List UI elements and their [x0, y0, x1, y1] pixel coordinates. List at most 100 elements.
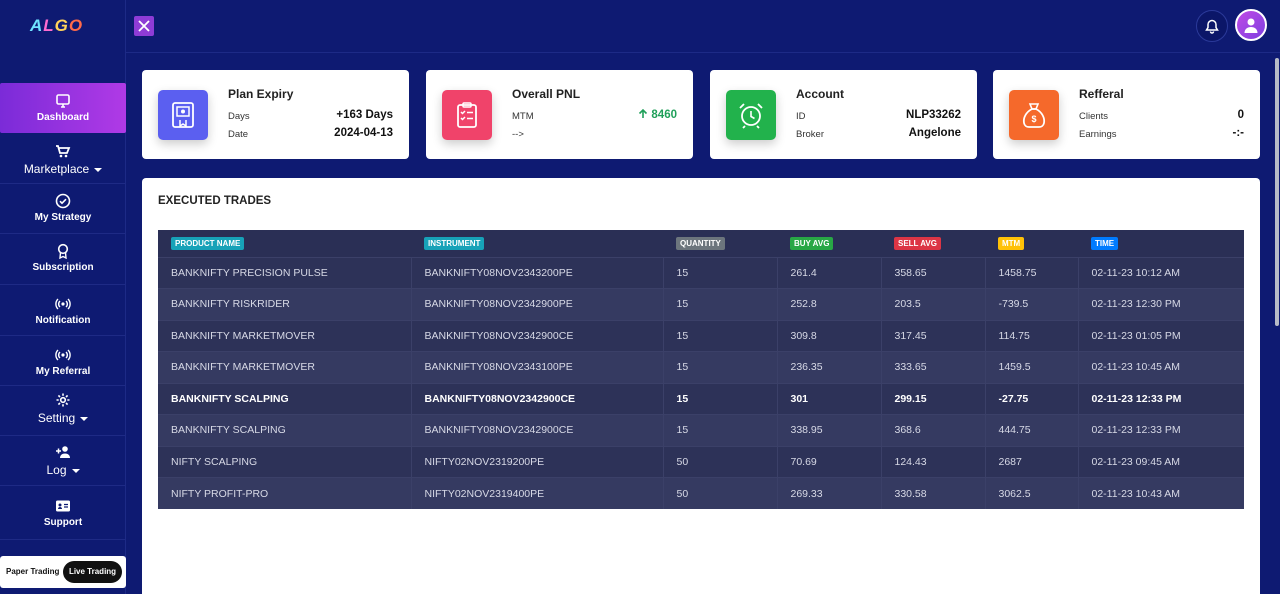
cell-instrument: BANKNIFTY08NOV2343100PE: [411, 351, 664, 383]
sidebar-item-support[interactable]: Support: [0, 490, 126, 540]
sidebar-item-label: Subscription: [32, 262, 94, 273]
cell-mtm: -27.75: [985, 382, 1079, 415]
col-quantity[interactable]: QUANTITY: [663, 230, 777, 257]
col-instrument[interactable]: INSTRUMENT: [411, 230, 663, 257]
sidebar-item-subscription[interactable]: Subscription: [0, 234, 126, 285]
header-divider: [126, 52, 1280, 53]
col-product-name[interactable]: PRODUCT NAME: [158, 230, 411, 257]
account-icon-box: [726, 90, 776, 140]
plan-expiry-card: Plan Expiry Days +163 Days Date 2024-04-13: [142, 70, 409, 159]
cell-mtm: -739.5: [985, 288, 1079, 320]
mtm-label: MTM: [512, 111, 534, 122]
cell-buy-avg: 309.8: [777, 319, 882, 352]
cell-instrument: NIFTY02NOV2319400PE: [411, 477, 664, 509]
clients-value: 0: [1237, 109, 1244, 121]
cell-quantity: 50: [663, 445, 778, 478]
paper-trading-option[interactable]: Paper Trading: [6, 567, 60, 576]
plan-icon-box: [158, 90, 208, 140]
trading-mode-toggle[interactable]: Paper Trading Live Trading: [0, 556, 126, 588]
notification-bell-button[interactable]: [1196, 10, 1228, 42]
close-sidebar-button[interactable]: [134, 16, 154, 36]
user-avatar[interactable]: [1235, 9, 1267, 41]
cell-time: 02-11-23 10:45 AM: [1078, 351, 1244, 383]
table-header-row: PRODUCT NAME INSTRUMENT QUANTITY BUY AVG…: [158, 230, 1244, 257]
cell-instrument: BANKNIFTY08NOV2343200PE: [411, 256, 664, 289]
chevron-down-icon: [80, 416, 89, 421]
sidebar-item-dashboard[interactable]: Dashboard: [0, 83, 126, 133]
cell-time: 02-11-23 01:05 PM: [1078, 319, 1244, 352]
sidebar-item-log[interactable]: Log: [0, 436, 126, 486]
table-row[interactable]: NIFTY PROFIT-PRO NIFTY02NOV2319400PE 50 269…: [158, 477, 1244, 509]
card-title: Plan Expiry: [228, 87, 294, 101]
user-plus-icon: [56, 446, 70, 458]
check-circle-icon: [55, 193, 71, 209]
sidebar-item-label: Notification: [35, 315, 91, 326]
date-label: Date: [228, 129, 249, 140]
sidebar-item-my-referral[interactable]: My Referral: [0, 336, 126, 386]
executed-trades-table: PRODUCT NAME INSTRUMENT QUANTITY BUY AVG…: [158, 230, 1244, 509]
mtm-value: 8460: [638, 108, 677, 121]
user-icon: [1244, 18, 1258, 33]
sidebar-item-notification[interactable]: Notification: [0, 285, 126, 336]
cell-buy-avg: 269.33: [777, 477, 882, 509]
cell-time: 02-11-23 10:43 AM: [1078, 477, 1244, 509]
gear-icon: [56, 393, 70, 407]
page-scrollbar[interactable]: [1275, 58, 1279, 326]
table-row[interactable]: BANKNIFTY RISKRIDER BANKNIFTY08NOV2342900…: [158, 288, 1244, 320]
clients-label: Clients: [1079, 111, 1109, 122]
sidebar-item-setting[interactable]: Setting: [0, 386, 126, 436]
sidebar-item-my-strategy[interactable]: My Strategy: [0, 184, 126, 234]
table-row[interactable]: BANKNIFTY MARKETMOVER BANKNIFTY08NOV23429…: [158, 319, 1244, 352]
cell-buy-avg: 261.4: [777, 256, 882, 289]
cell-product-name: NIFTY PROFIT-PRO: [158, 477, 412, 509]
sidebar-item-label: My Referral: [35, 366, 91, 377]
table-row[interactable]: BANKNIFTY SCALPING BANKNIFTY08NOV2342900C…: [158, 382, 1244, 415]
id-value: NLP33262: [906, 109, 961, 121]
table-row[interactable]: BANKNIFTY SCALPING BANKNIFTY08NOV2342900C…: [158, 414, 1244, 446]
days-label: Days: [228, 111, 250, 122]
earnings-value: -:-: [1232, 127, 1245, 139]
cart-icon: [56, 145, 71, 158]
sidebar-item-label: My Strategy: [34, 212, 92, 223]
sidebar-item-label: Dashboard: [36, 112, 90, 123]
cell-instrument: BANKNIFTY08NOV2342900CE: [411, 414, 664, 446]
cell-sell-avg: 368.6: [881, 414, 986, 446]
award-icon: [57, 243, 69, 259]
cell-time: 02-11-23 12:33 PM: [1078, 382, 1244, 415]
card-title: Refferal: [1079, 87, 1124, 101]
cell-mtm: 2687: [985, 445, 1079, 478]
cell-product-name: BANKNIFTY SCALPING: [158, 382, 412, 415]
referral-icon-box: $: [1009, 90, 1059, 140]
cell-quantity: 15: [663, 256, 778, 289]
col-sell-avg[interactable]: SELL AVG: [881, 230, 985, 257]
live-trading-option[interactable]: Live Trading: [63, 561, 122, 583]
arrow-up-icon: [639, 108, 648, 118]
chevron-down-icon: [94, 167, 103, 172]
cell-mtm: 444.75: [985, 414, 1079, 446]
cell-product-name: BANKNIFTY PRECISION PULSE: [158, 256, 412, 289]
cell-mtm: 1459.5: [985, 351, 1079, 383]
cell-sell-avg: 317.45: [881, 319, 986, 352]
pnl-arrow-label: -->: [512, 129, 524, 140]
cell-sell-avg: 124.43: [881, 445, 986, 478]
sidebar-item-label: Marketplace: [23, 162, 90, 176]
id-card-icon: [56, 500, 70, 512]
sidebar-item-marketplace[interactable]: Marketplace: [0, 140, 126, 184]
panel-title: EXECUTED TRADES: [158, 195, 272, 207]
table-row[interactable]: BANKNIFTY MARKETMOVER BANKNIFTY08NOV23431…: [158, 351, 1244, 383]
sidebar-item-label: Support: [43, 517, 83, 528]
date-value: 2024-04-13: [334, 127, 393, 139]
days-value: +163 Days: [336, 109, 393, 121]
cell-instrument: BANKNIFTY08NOV2342900CE: [411, 319, 664, 352]
overall-pnl-card: Overall PNL MTM 8460 -->: [426, 70, 693, 159]
table-row[interactable]: BANKNIFTY PRECISION PULSE BANKNIFTY08NOV2…: [158, 256, 1244, 289]
table-row[interactable]: NIFTY SCALPING NIFTY02NOV2319200PE 50 70.69…: [158, 445, 1244, 478]
col-buy-avg[interactable]: BUY AVG: [777, 230, 881, 257]
col-mtm[interactable]: MTM: [985, 230, 1078, 257]
cell-quantity: 15: [663, 414, 778, 446]
sidebar-item-label: Log: [46, 463, 67, 477]
cell-sell-avg: 333.65: [881, 351, 986, 383]
bell-icon: [1205, 19, 1219, 34]
chevron-down-icon: [71, 468, 80, 473]
col-time[interactable]: TIME: [1078, 230, 1244, 257]
